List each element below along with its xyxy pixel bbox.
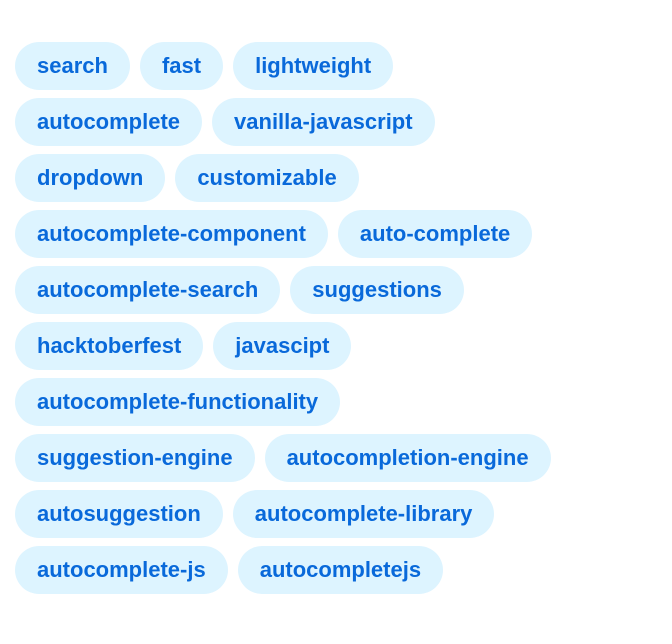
topic-row: search fast lightweight [15, 42, 655, 90]
topic-row: dropdown customizable [15, 154, 655, 202]
topic-tag[interactable]: autocompletejs [237, 546, 444, 594]
topic-tag[interactable]: auto-complete [337, 210, 533, 258]
topic-row: autosuggestion autocomplete-library [15, 490, 655, 538]
topic-tag[interactable]: search [15, 42, 130, 90]
topic-tag[interactable]: autocomplete [15, 98, 203, 146]
topic-row: autocomplete-search suggestions [15, 266, 655, 314]
topic-tag[interactable]: fast [139, 42, 224, 90]
topic-row: hacktoberfest javascipt [15, 322, 655, 370]
topic-row: autocomplete-functionality [15, 378, 655, 426]
topic-tag[interactable]: autocomplete-js [15, 546, 228, 594]
topic-tag[interactable]: hacktoberfest [15, 322, 204, 370]
topic-tag[interactable]: suggestions [290, 266, 464, 314]
topic-list: search fast lightweight autocomplete vanilla… [15, 42, 655, 602]
topic-tag[interactable]: customizable [175, 154, 359, 202]
topic-tag[interactable]: javascipt [213, 322, 352, 370]
topic-row: autocomplete-js autocompletejs [15, 546, 655, 594]
topic-tag[interactable]: vanilla-javascript [212, 98, 435, 146]
topic-tag[interactable]: lightweight [233, 42, 394, 90]
topic-tag[interactable]: autocomplete-library [232, 490, 495, 538]
topic-tag[interactable]: autocompletion-engine [264, 434, 551, 482]
topic-tag[interactable]: dropdown [15, 154, 166, 202]
topic-tag[interactable]: autocomplete-search [15, 266, 281, 314]
topic-row: autocomplete-component auto-complete [15, 210, 655, 258]
topic-row: autocomplete vanilla-javascript [15, 98, 655, 146]
topic-tag[interactable]: autosuggestion [15, 490, 223, 538]
topic-tag[interactable]: autocomplete-component [15, 210, 328, 258]
topic-tag[interactable]: autocomplete-functionality [15, 378, 341, 426]
topic-row: suggestion-engine autocompletion-engine [15, 434, 655, 482]
topic-tag[interactable]: suggestion-engine [15, 434, 255, 482]
